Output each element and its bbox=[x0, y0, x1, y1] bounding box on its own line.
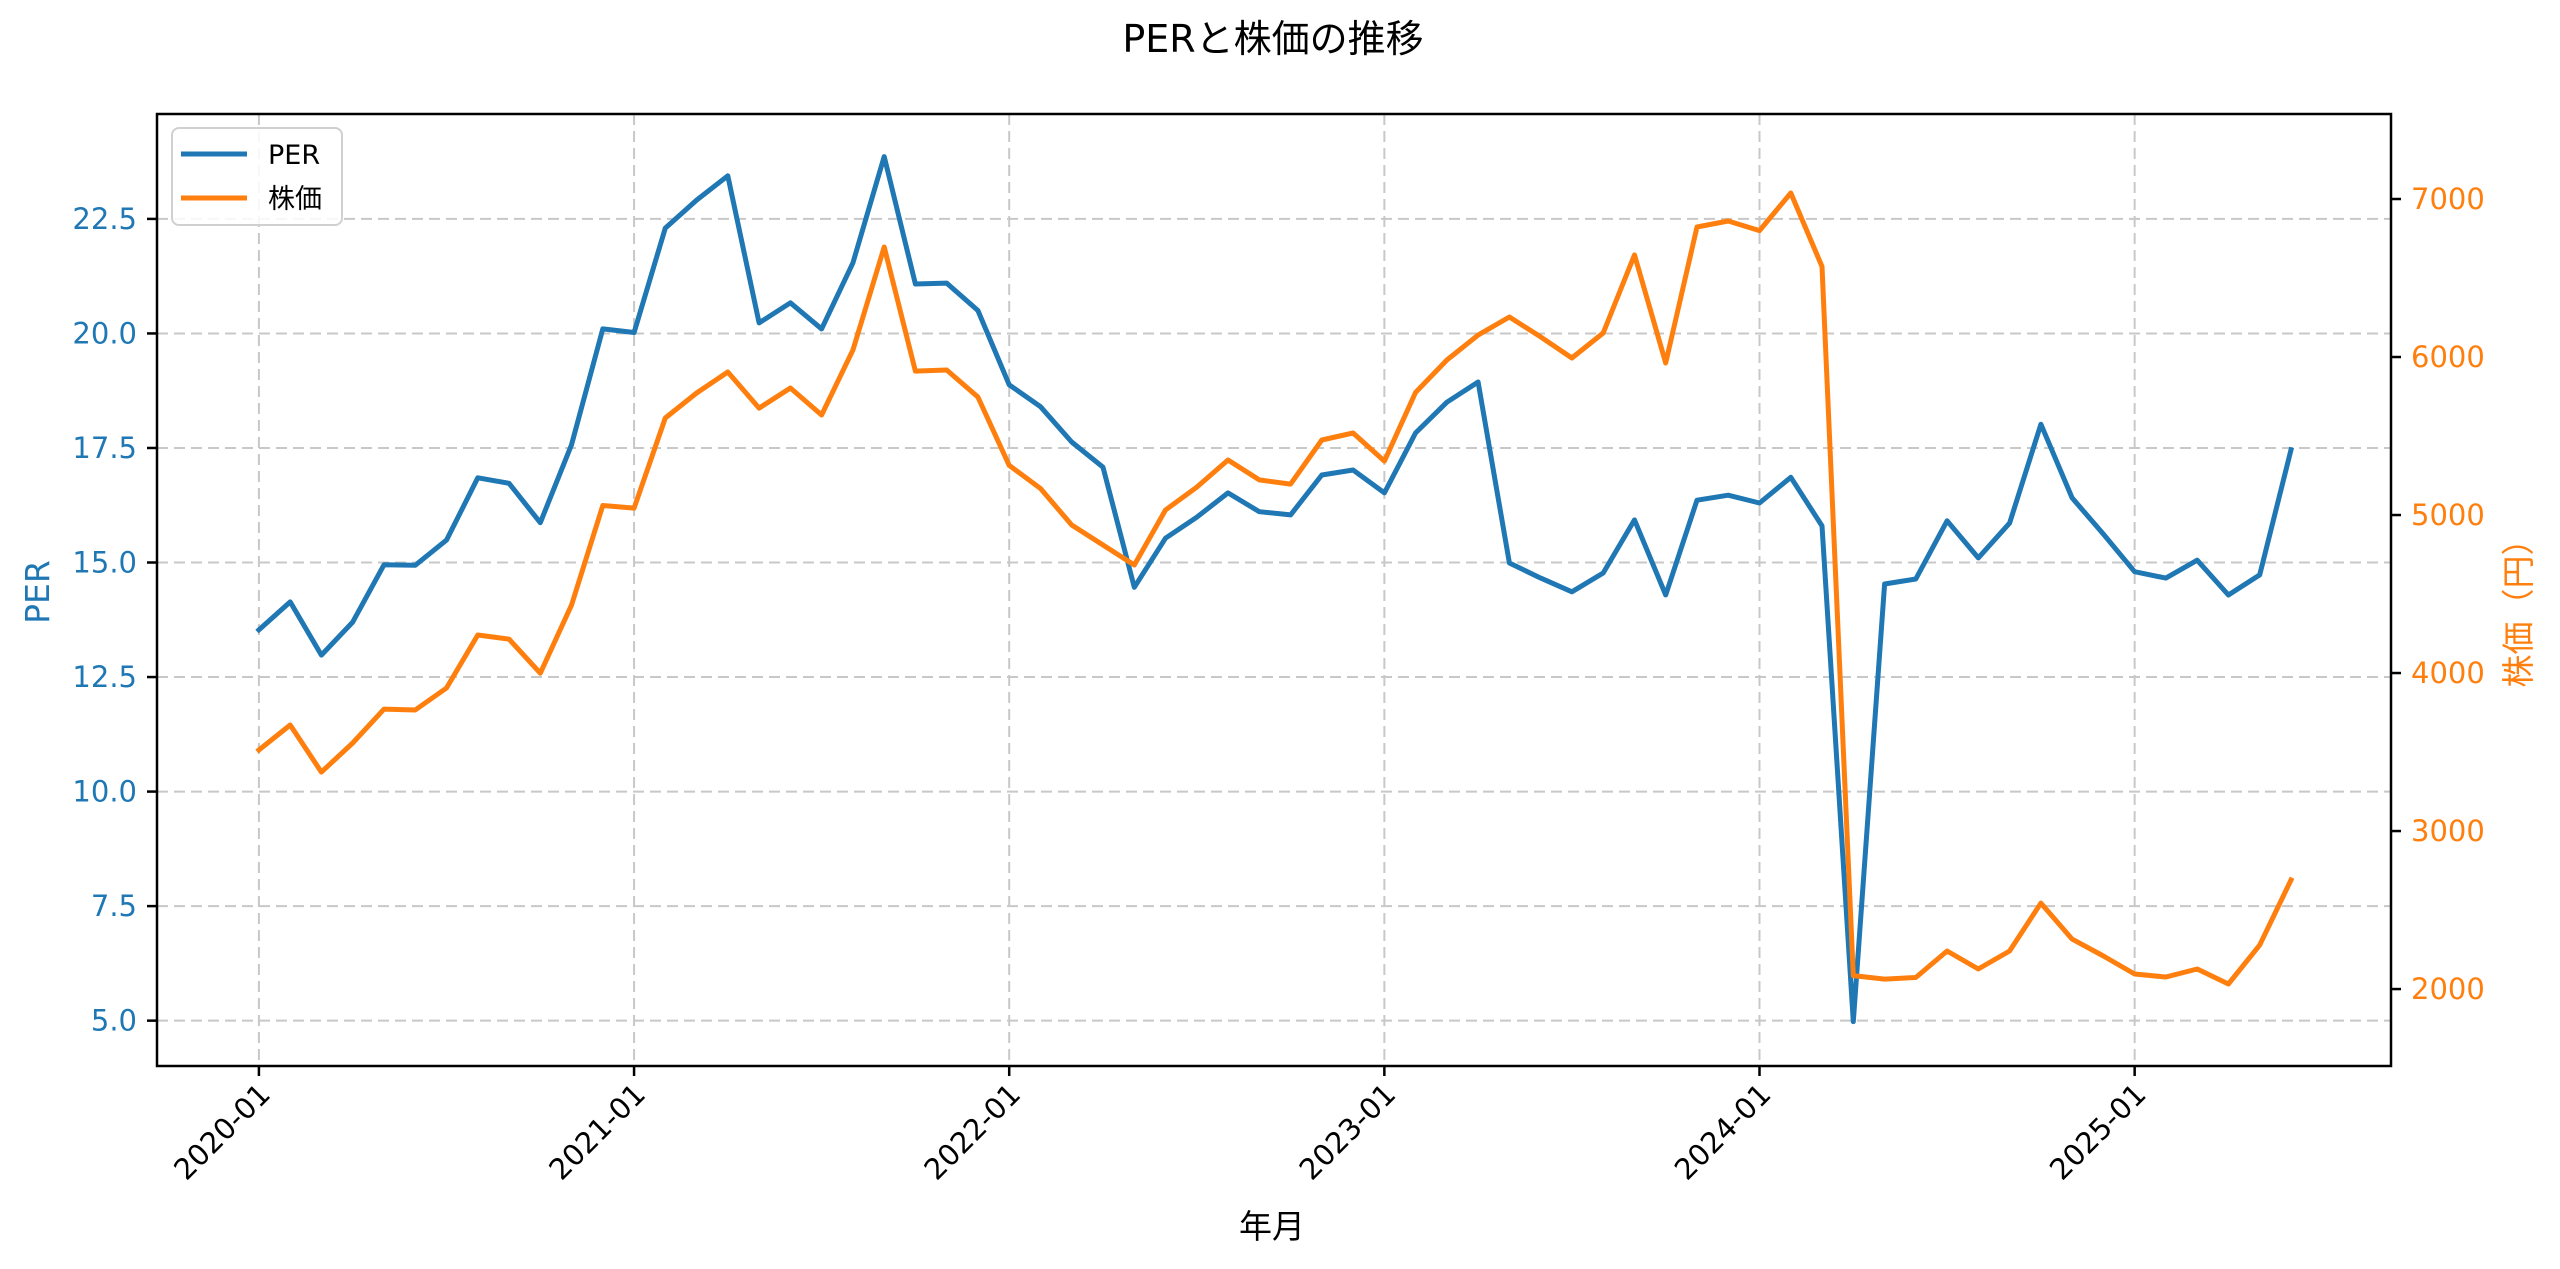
y-axis-label-right: 株価（円） bbox=[2499, 523, 2538, 688]
left-tick-label: 7.5 bbox=[91, 889, 137, 923]
left-y-axis-ticks: 5.0 7.5 10.0 12.5 15.0 17.5 20.0 22.5 bbox=[72, 202, 157, 1038]
grid-lines bbox=[157, 114, 2391, 1066]
legend: PER 株価 bbox=[171, 127, 343, 226]
left-tick-label: 5.0 bbox=[91, 1004, 137, 1038]
legend-label-price: 株価 bbox=[268, 184, 322, 215]
plot-area-frame bbox=[155, 112, 2393, 1068]
left-tick-label: 12.5 bbox=[72, 660, 137, 694]
right-tick-label: 7000 bbox=[2411, 182, 2485, 216]
series-layer bbox=[255, 154, 2295, 1025]
x-axis-label: 年月 bbox=[1239, 1207, 1305, 1246]
right-tick-label: 4000 bbox=[2411, 656, 2485, 690]
left-tick-label: 10.0 bbox=[72, 775, 137, 809]
chart-title: PERと株価の推移 bbox=[1122, 17, 1423, 61]
left-tick-label: 15.0 bbox=[72, 546, 137, 580]
right-tick-label: 3000 bbox=[2411, 814, 2485, 848]
y-axis-label-left: PER bbox=[18, 560, 57, 624]
left-tick-label: 17.5 bbox=[72, 431, 137, 465]
right-tick-label: 6000 bbox=[2411, 340, 2485, 374]
left-tick-label: 20.0 bbox=[72, 316, 137, 350]
right-tick-label: 5000 bbox=[2411, 498, 2485, 532]
legend-label-per: PER bbox=[268, 140, 320, 171]
per-line bbox=[255, 154, 2295, 1025]
right-tick-label: 2000 bbox=[2411, 972, 2485, 1006]
right-y-axis-ticks: 2000 3000 4000 5000 6000 7000 bbox=[2391, 182, 2485, 1006]
left-tick-label: 22.5 bbox=[72, 202, 137, 236]
price-line bbox=[255, 190, 2295, 987]
